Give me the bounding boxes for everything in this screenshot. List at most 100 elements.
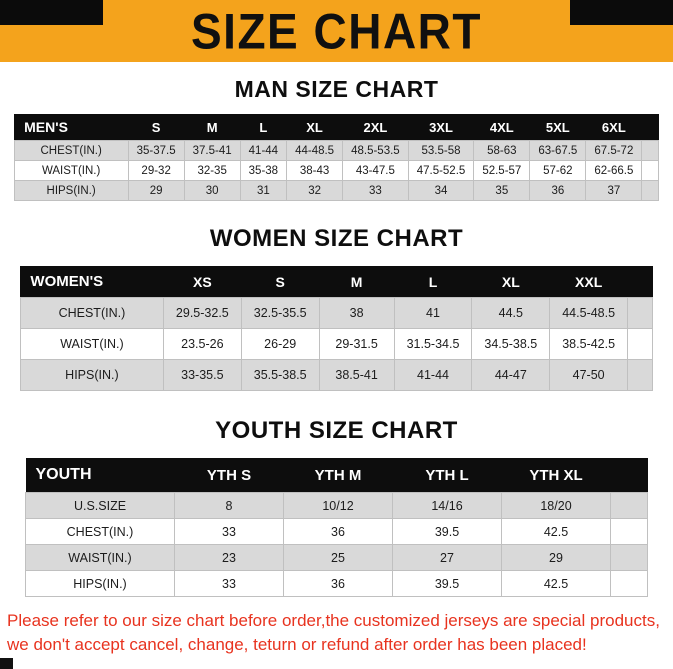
size-value: 32.5-35.5 (240, 297, 320, 329)
size-column-header: YTH M (283, 458, 393, 493)
size-value: 31.5-34.5 (393, 328, 473, 360)
size-value: 43-47.5 (342, 160, 409, 181)
size-value: 52.5-57 (473, 160, 531, 181)
size-value: 32 (286, 180, 344, 201)
size-value: 8 (174, 492, 284, 519)
footer-line-2: we don't accept cancel, change, teturn o… (7, 635, 587, 655)
spacer-cell (641, 160, 660, 181)
size-value: 47-50 (549, 359, 629, 391)
spacer-cell (610, 544, 648, 571)
size-value: 42.5 (501, 518, 611, 545)
size-value: 35 (473, 180, 531, 201)
size-value: 38-43 (286, 160, 344, 181)
table-row: WAIST(IN.) 23.5-26 26-29 29-31.5 31.5-34.5 34… (19, 328, 654, 360)
row-label: U.S.SIZE (25, 492, 175, 519)
spacer-cell (610, 518, 648, 545)
size-value: 39.5 (392, 570, 502, 597)
size-value: 67.5-72 (585, 140, 643, 161)
row-label: WAIST(IN.) (13, 160, 129, 181)
size-column-header: S (128, 114, 185, 141)
size-value: 41-44 (393, 359, 473, 391)
size-column-header: L (240, 114, 287, 141)
size-value: 47.5-52.5 (407, 160, 475, 181)
size-value: 29 (127, 180, 185, 201)
size-value: 39.5 (392, 518, 502, 545)
size-value: 33 (174, 570, 284, 597)
size-value: 37.5-41 (183, 140, 241, 161)
size-value: 41 (393, 297, 473, 329)
size-column-header: XL (286, 114, 343, 141)
table-row: CHEST(IN.) 29.5-32.5 32.5-35.5 38 41 44.5 44.5… (19, 297, 654, 329)
size-value: 33-35.5 (162, 359, 242, 391)
size-column-header: 3XL (408, 114, 474, 141)
row-label: WAIST(IN.) (25, 544, 175, 571)
top-left-corner-bar (0, 0, 103, 25)
table-row: HIPS(IN.) 29 30 31 32 33 34 35 36 37 (13, 180, 660, 201)
size-value: 53.5-58 (407, 140, 475, 161)
size-value: 29 (501, 544, 611, 571)
top-right-corner-bar (570, 0, 673, 25)
table-title-header: YOUTH (25, 458, 175, 493)
bottom-left-corner-bar (0, 658, 13, 669)
size-value: 44.5-48.5 (549, 297, 629, 329)
spacer-cell (610, 492, 648, 519)
man-size-chart-table: MEN'S S M L XL 2XL 3XL 4XL 5XL 6XL CHEST(IN.) 35-37… (13, 114, 660, 201)
youth-size-chart-section: YOUTH SIZE CHART YOUTH YTH S YTH M YTH L YTH … (0, 417, 673, 597)
table-row: WAIST(IN.) 29-32 32-35 35-38 38-43 43-47.5 47.… (13, 160, 660, 181)
row-label: HIPS(IN.) (25, 570, 175, 597)
size-value: 29-31.5 (318, 328, 395, 360)
table-row: HIPS(IN.) 33 36 39.5 42.5 (25, 570, 648, 597)
size-column-header: S (241, 266, 320, 298)
header-row: MEN'S S M L XL 2XL 3XL 4XL 5XL 6XL (14, 114, 659, 141)
size-value: 26-29 (240, 328, 320, 360)
size-value: 30 (183, 180, 241, 201)
size-value: 25 (283, 544, 393, 571)
size-value: 38.5-42.5 (549, 328, 629, 360)
table-row: WAIST(IN.) 23 25 27 29 (25, 544, 648, 571)
man-size-chart-section: MAN SIZE CHART MEN'S S M L XL 2XL 3XL 4XL 5XL 6XL C… (0, 76, 673, 201)
size-value: 10/12 (283, 492, 393, 519)
size-value: 23 (174, 544, 284, 571)
spacer-column (610, 458, 648, 493)
table-row: HIPS(IN.) 33-35.5 35.5-38.5 38.5-41 41-44 44-… (19, 359, 654, 391)
spacer-cell (627, 359, 654, 391)
size-value: 34.5-38.5 (471, 328, 551, 360)
footer-disclaimer: Please refer to our size chart before or… (7, 609, 667, 657)
size-value: 44-48.5 (286, 140, 344, 161)
size-value: 29-32 (127, 160, 185, 181)
size-value: 35-38 (239, 160, 288, 181)
size-value: 37 (585, 180, 643, 201)
spacer-cell (627, 328, 654, 360)
size-column-header: 4XL (473, 114, 530, 141)
row-label: HIPS(IN.) (19, 359, 164, 391)
size-value: 33 (342, 180, 409, 201)
header-row: WOMEN'S XS S M L XL XXL (20, 266, 653, 298)
size-value: 63-67.5 (529, 140, 587, 161)
size-value: 27 (392, 544, 502, 571)
size-value: 62-66.5 (585, 160, 643, 181)
spacer-cell (610, 570, 648, 597)
header-row: YOUTH YTH S YTH M YTH L YTH XL (25, 458, 648, 493)
spacer-cell (627, 297, 654, 329)
size-chart-sections: MAN SIZE CHART MEN'S S M L XL 2XL 3XL 4XL 5XL 6XL C… (0, 76, 673, 597)
size-value: 44-47 (471, 359, 551, 391)
footer-line-1: Please refer to our size chart before or… (7, 611, 660, 630)
size-column-header: XXL (549, 266, 628, 298)
size-value: 35.5-38.5 (240, 359, 320, 391)
size-value: 34 (407, 180, 475, 201)
size-column-header: 2XL (342, 114, 409, 141)
size-value: 29.5-32.5 (162, 297, 242, 329)
spacer-cell (641, 140, 660, 161)
size-column-header: M (184, 114, 241, 141)
size-column-header: YTH XL (501, 458, 611, 493)
size-value: 35-37.5 (127, 140, 185, 161)
table-row: U.S.SIZE 8 10/12 14/16 18/20 (25, 492, 648, 519)
size-column-header: 6XL (585, 114, 642, 141)
table-title-header: WOMEN'S (20, 266, 164, 298)
title-banner: SIZE CHART (0, 0, 673, 62)
size-value: 48.5-53.5 (342, 140, 409, 161)
women-size-chart-table: WOMEN'S XS S M L XL XXL CHEST(IN.) 29.5-32.5 32.5… (19, 266, 654, 391)
size-value: 41-44 (239, 140, 288, 161)
row-label: CHEST(IN.) (19, 297, 164, 329)
